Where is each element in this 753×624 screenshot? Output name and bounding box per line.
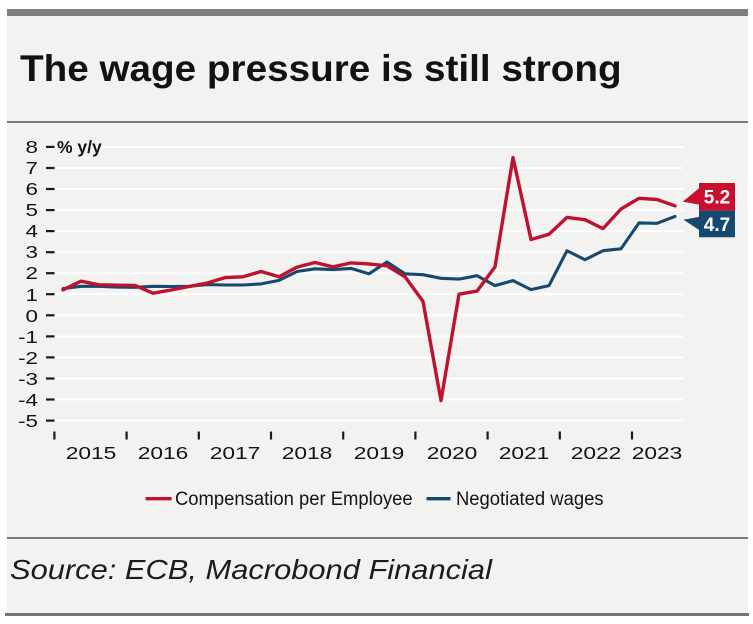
svg-text:4.7: 4.7 — [704, 215, 730, 236]
svg-text:5.2: 5.2 — [704, 188, 730, 209]
